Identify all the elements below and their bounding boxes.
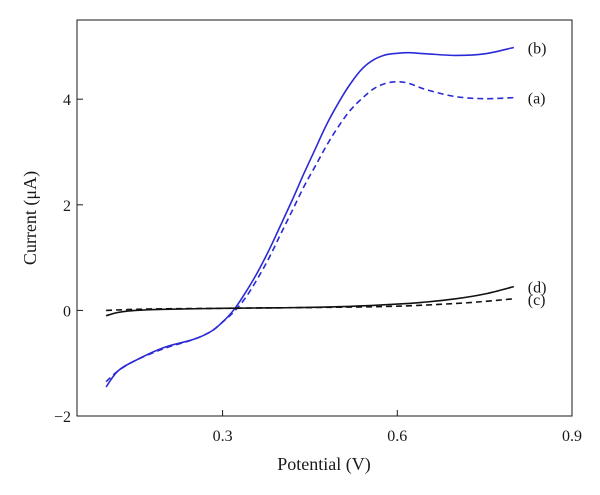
- curve-labels: (a) (b) (c)(d): [528, 40, 547, 308]
- plot-frame: [76, 19, 573, 417]
- axis-ticks: 0.3 0.6 0.9 −2 0 2 4: [54, 92, 582, 445]
- x-tick-label: 0.9: [562, 428, 582, 445]
- curves: [105, 46, 515, 388]
- x-axis-title: Potential (V): [277, 454, 370, 475]
- y-tick-label: −2: [54, 409, 71, 426]
- y-axis-title: Current (μA): [20, 171, 41, 265]
- curve-label-b: (b): [528, 40, 547, 57]
- y-tick-label: 4: [63, 92, 71, 109]
- curve-a: [105, 80, 514, 383]
- curve-label-c: (c): [528, 292, 546, 309]
- y-tick-label: 2: [63, 198, 71, 215]
- curve-label-a: (a): [528, 91, 546, 108]
- curve-d: [105, 285, 515, 317]
- curve-b: [105, 46, 514, 388]
- y-tick-label: 0: [63, 303, 71, 320]
- curve-label-d: (d): [528, 280, 547, 297]
- x-tick-label: 0.3: [213, 428, 233, 445]
- x-tick-label: 0.6: [387, 428, 407, 445]
